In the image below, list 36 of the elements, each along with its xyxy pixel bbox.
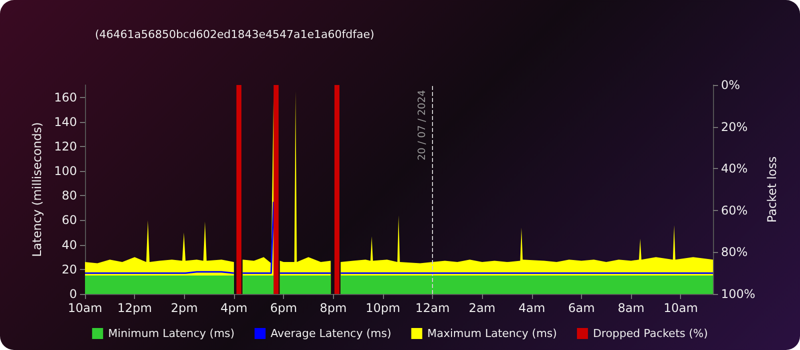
x-tick-label: 4am	[518, 301, 546, 315]
y2-axis-title: Packet loss	[765, 156, 780, 223]
legend-label: Average Latency (ms)	[270, 327, 392, 340]
y2-tick-label: 40%	[721, 162, 748, 176]
y2-tick-label: 80%	[721, 245, 748, 260]
x-tick-label: 12am	[415, 301, 450, 315]
x-tick-label: 12pm	[117, 301, 152, 315]
y-axis-title: Latency (milliseconds)	[30, 122, 44, 257]
y2-tick-label: 60%	[721, 203, 748, 218]
x-tick-label: 8pm	[320, 301, 347, 315]
y-tick-label: 40	[62, 238, 77, 252]
y-tick-label: 80	[62, 188, 77, 203]
y-tick-label: 60	[62, 213, 77, 228]
x-tick-label: 2pm	[170, 301, 198, 315]
y2-tick-label: 20%	[721, 120, 748, 134]
legend-label: Minimum Latency (ms)	[108, 327, 235, 340]
y2-tick-label: 100%	[721, 287, 756, 301]
y-tick-label: 0	[69, 287, 77, 301]
x-tick-label: 10am	[68, 301, 102, 315]
x-tick-label: 10am	[664, 301, 698, 315]
chart-subtitle: (46461a56850bcd602ed1843e4547a1e1a60fdfae)	[95, 28, 374, 41]
legend-label: Dropped Packets (%)	[592, 327, 708, 340]
x-tick-label: 4pm	[220, 301, 248, 315]
y-tick-label: 140	[54, 114, 77, 129]
ref-line-label: 20 / 07 / 2024	[417, 90, 428, 160]
x-tick-label: 8am	[618, 301, 644, 315]
y2-tick-label: 0%	[721, 78, 740, 92]
legend-label: Maximum Latency (ms)	[427, 327, 557, 340]
x-tick-label: 6pm	[270, 301, 298, 315]
x-tick-label: 2am	[468, 301, 496, 315]
x-tick-label: 6am	[568, 301, 595, 315]
y-tick-label: 120	[54, 139, 77, 154]
y-tick-label: 100	[54, 164, 77, 178]
y-tick-label: 20	[62, 262, 77, 276]
x-tick-label: 10pm	[366, 301, 400, 315]
y-tick-label: 160	[54, 90, 77, 104]
